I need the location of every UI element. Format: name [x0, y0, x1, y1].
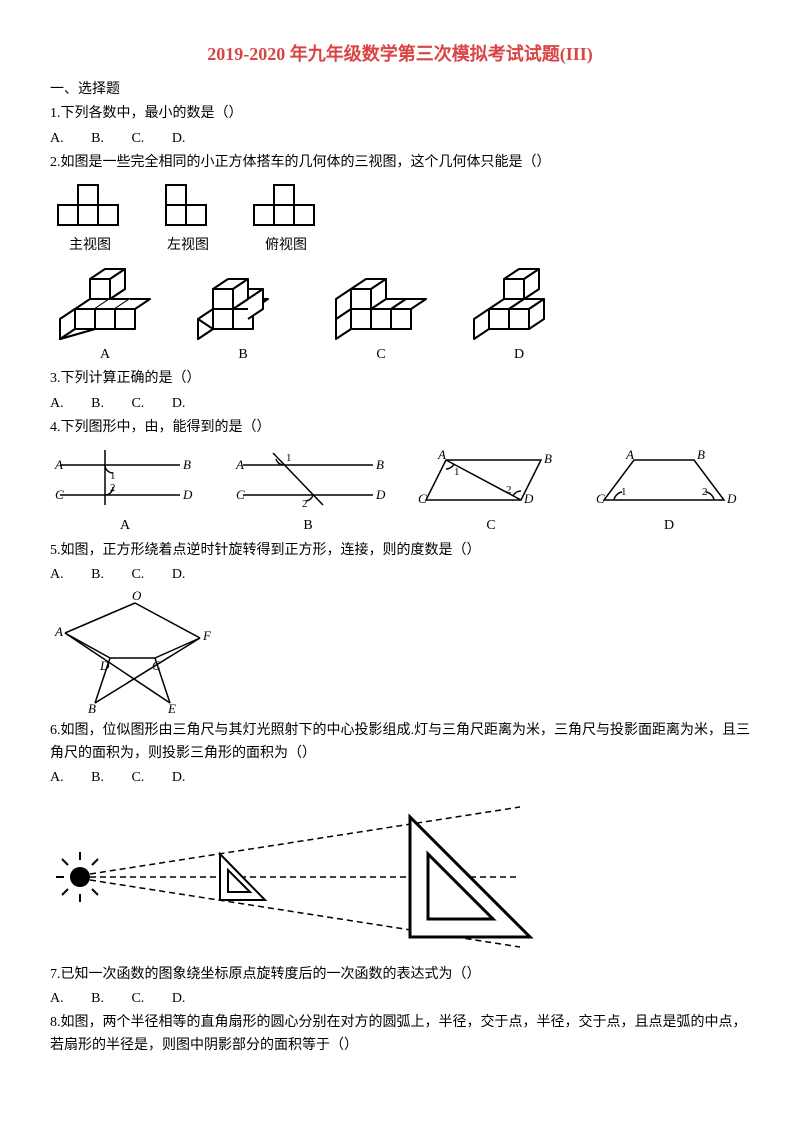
lbl-D: D — [99, 658, 110, 673]
opt-a: A. — [50, 567, 64, 582]
opt-c: C. — [131, 991, 144, 1006]
opt-b: B. — [91, 567, 104, 582]
svg-text:B: B — [544, 451, 552, 466]
q4-a-label: A — [120, 515, 130, 537]
question-6: 6.如图，位似图形由三角尺与其灯光照射下的中心投影组成.灯与三角尺距离为米，三角… — [50, 720, 750, 765]
opt-d: D. — [172, 567, 186, 582]
opt-a: A. — [50, 770, 64, 785]
opt-c: C. — [131, 770, 144, 785]
question-2: 2.如图是一些完全相同的小正方体搭车的几何体的三视图，这个几何体只能是（） — [50, 152, 750, 174]
front-view: 主视图 — [50, 180, 130, 257]
q2-options-figs: A B — [50, 264, 750, 366]
svg-text:C: C — [55, 487, 64, 502]
q4-opt-a: A B C D 1 2 A — [50, 445, 200, 537]
opt-d: D. — [172, 131, 186, 146]
three-views-row: 主视图 左视图 俯视图 — [50, 180, 750, 257]
opt-b: B. — [91, 991, 104, 1006]
svg-text:A: A — [54, 457, 63, 472]
q2-c-label: C — [376, 344, 385, 366]
svg-text:B: B — [697, 447, 705, 462]
q6-options: A. B. C. D. — [50, 767, 750, 789]
svg-text:D: D — [182, 487, 193, 502]
svg-text:2: 2 — [506, 484, 512, 496]
svg-text:A: A — [437, 447, 446, 462]
svg-text:D: D — [523, 491, 534, 506]
opt-d: D. — [172, 770, 186, 785]
opt-b: B. — [91, 396, 104, 411]
svg-text:1: 1 — [621, 486, 627, 498]
q5-options: A. B. C. D. — [50, 564, 750, 586]
q2-a-label: A — [100, 344, 110, 366]
opt-b: B. — [91, 131, 104, 146]
q4-opt-b: A B C D 1 2 B — [228, 445, 388, 537]
svg-text:A: A — [235, 457, 244, 472]
opt-d: D. — [172, 396, 186, 411]
question-1: 1.下列各数中，最小的数是（） — [50, 103, 750, 125]
opt-c: C. — [131, 396, 144, 411]
svg-text:D: D — [375, 487, 386, 502]
svg-text:D: D — [726, 491, 737, 506]
opt-b: B. — [91, 770, 104, 785]
svg-text:2: 2 — [110, 482, 116, 494]
q1-options: A. B. C. D. — [50, 128, 750, 150]
svg-text:2: 2 — [702, 486, 708, 498]
opt-a: A. — [50, 991, 64, 1006]
svg-text:1: 1 — [286, 452, 292, 464]
left-view: 左视图 — [158, 180, 218, 257]
q4-c-label: C — [486, 515, 495, 537]
q4-options-figs: A B C D 1 2 A A B C D 1 2 B — [50, 445, 750, 537]
page-title: 2019-2020 年九年级数学第三次模拟考试试题(III) — [50, 40, 750, 69]
q2-opt-a: A — [50, 264, 160, 366]
top-view: 俯视图 — [246, 180, 326, 257]
opt-a: A. — [50, 131, 64, 146]
opt-d: D. — [172, 991, 186, 1006]
q6-figure — [50, 792, 570, 962]
lbl-A: A — [54, 624, 63, 639]
lbl-B: B — [88, 701, 96, 716]
section-one: 一、选择题 — [50, 79, 750, 101]
top-view-label: 俯视图 — [265, 235, 307, 257]
question-4: 4.下列图形中，由，能得到的是（） — [50, 417, 750, 439]
lbl-O: O — [132, 588, 142, 603]
left-view-label: 左视图 — [167, 235, 209, 257]
q4-b-label: B — [303, 515, 312, 537]
svg-text:A: A — [625, 447, 634, 462]
lbl-E: E — [167, 701, 176, 716]
opt-c: C. — [131, 131, 144, 146]
question-3: 3.下列计算正确的是（） — [50, 368, 750, 390]
lbl-C: C — [152, 658, 161, 673]
q2-b-label: B — [238, 344, 247, 366]
q4-opt-c: A B C D 1 2 C — [416, 445, 566, 537]
svg-text:1: 1 — [454, 466, 460, 478]
q5-figure: O A F B E D C — [50, 588, 230, 718]
lbl-F: F — [202, 628, 212, 643]
svg-text:B: B — [376, 457, 384, 472]
svg-text:2: 2 — [302, 498, 308, 510]
q2-opt-d: D — [464, 264, 574, 366]
q3-options: A. B. C. D. — [50, 393, 750, 415]
front-view-label: 主视图 — [69, 235, 111, 257]
question-7: 7.已知一次函数的图象绕坐标原点旋转度后的一次函数的表达式为（） — [50, 964, 750, 986]
q2-d-label: D — [514, 344, 524, 366]
q2-opt-c: C — [326, 264, 436, 366]
svg-text:C: C — [418, 491, 427, 506]
opt-c: C. — [131, 567, 144, 582]
q4-opt-d: A B C D 1 2 D — [594, 445, 744, 537]
svg-text:1: 1 — [110, 470, 116, 482]
q7-options: A. B. C. D. — [50, 988, 750, 1010]
q4-d-label: D — [664, 515, 674, 537]
opt-a: A. — [50, 396, 64, 411]
q2-opt-b: B — [188, 264, 298, 366]
question-8: 8.如图，两个半径相等的直角扇形的圆心分别在对方的圆弧上，半径，交于点，半径，交… — [50, 1012, 750, 1057]
svg-text:C: C — [596, 491, 605, 506]
question-5: 5.如图，正方形绕着点逆时针旋转得到正方形，连接，则的度数是（） — [50, 540, 750, 562]
svg-text:C: C — [236, 487, 245, 502]
svg-text:B: B — [183, 457, 191, 472]
